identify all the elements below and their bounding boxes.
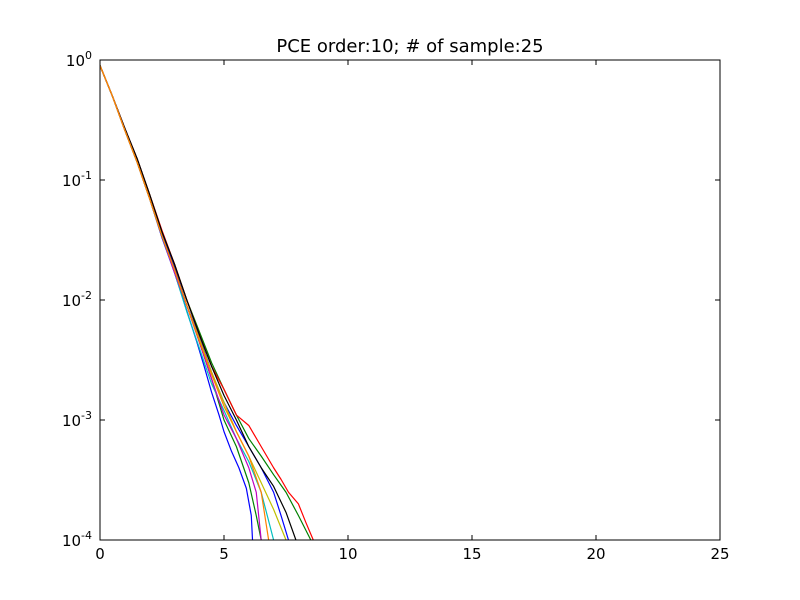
series-line-7 [99,65,275,541]
tick-layer: 0 5 10 15 20 25 100 10-1 10-2 10-3 10-4 [62,49,730,563]
series-line-6 [99,65,297,541]
series-line-8 [99,65,262,541]
x-tick-label: 15 [462,545,481,563]
plot-frame [99,59,721,541]
series-line-1 [99,65,254,541]
series-line-4 [99,65,312,541]
x-tick-label: 10 [338,545,357,563]
series-layer [99,65,314,541]
y-tick-label: 100 [66,49,92,70]
x-tick-label: 25 [710,545,729,563]
y-tick-label: 10-3 [62,409,92,430]
x-tick-label: 0 [95,545,105,563]
series-line-5 [99,65,314,541]
chart-title: PCE order:10; # of sample:25 [276,36,543,57]
y-tick-label: 10-4 [62,529,92,550]
y-tick-label: 10-2 [62,289,92,310]
x-tick-label: 5 [219,545,229,563]
y-tick-label: 10-1 [62,169,92,190]
series-line-3 [99,65,262,541]
x-tick-label: 20 [586,545,605,563]
series-line-10 [99,65,270,541]
